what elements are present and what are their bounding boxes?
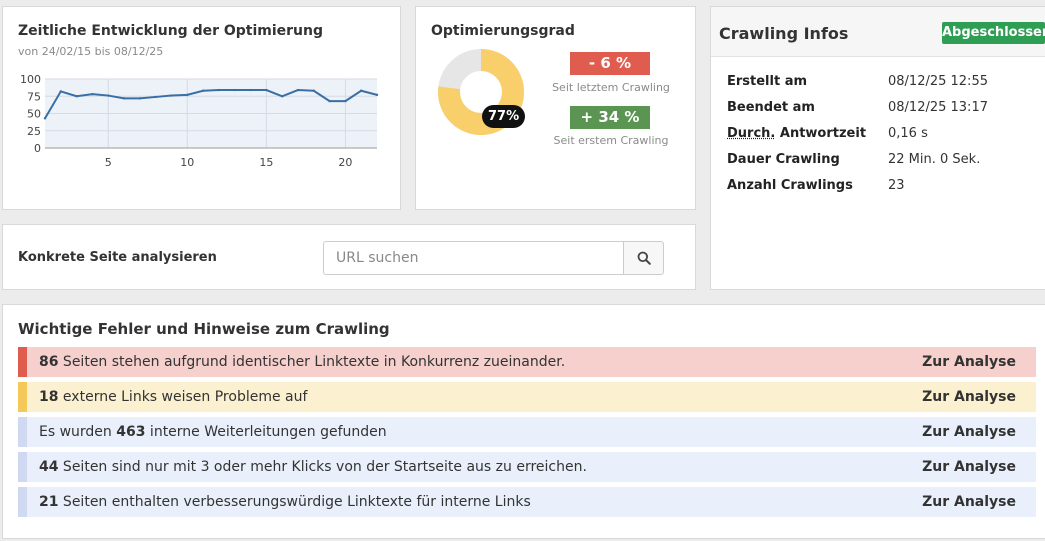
data-point [91, 92, 94, 96]
data-point [344, 99, 347, 103]
issue-count: 86 [39, 354, 59, 370]
data-point [107, 94, 110, 97]
issue-row: 44 Seiten sind nur mit 3 oder mehr Klick… [18, 452, 1036, 482]
issue-text-post: Seiten stehen aufgrund identischer Linkt… [58, 354, 566, 370]
data-point [280, 95, 284, 98]
issue-count: 44 [39, 459, 59, 475]
issue-row: Es wurden 463 interne Weiterleitungen ge… [18, 417, 1036, 447]
data-point [43, 117, 47, 120]
info-value: 08/12/25 13:17 [888, 100, 988, 115]
info-value: 23 [888, 178, 905, 193]
issue-text: 21 Seiten enthalten verbesserungswürdige… [39, 487, 531, 517]
issues-title: Wichtige Fehler und Hinweise zum Crawlin… [18, 320, 390, 338]
data-point [249, 88, 252, 92]
delta-first-badge: + 34 % [570, 106, 650, 129]
info-value: 08/12/25 12:55 [888, 74, 988, 89]
info-key: Dauer Crawling [727, 152, 840, 167]
issue-row: 18 externe Links weisen Probleme auf Zur… [18, 382, 1036, 412]
data-point [154, 95, 157, 99]
data-point [328, 99, 331, 103]
data-point [265, 88, 268, 92]
chart-date-range: von 24/02/15 bis 08/12/25 [18, 45, 164, 58]
analysis-link[interactable]: Zur Analyse [922, 354, 1016, 370]
search-button[interactable] [623, 241, 664, 275]
data-point [201, 89, 205, 92]
issue-text: 86 Seiten stehen aufgrund identischer Li… [39, 347, 565, 377]
delta-first-caption: Seit erstem Crawling [553, 134, 669, 147]
x-tick-label: 20 [338, 156, 352, 169]
info-key: Erstellt am [727, 74, 808, 89]
issue-text-post: interne Weiterleitungen gefunden [145, 424, 387, 440]
info-key: Durch. Antwortzeit [727, 126, 897, 141]
page-analysis-card: Konkrete Seite analysieren [2, 224, 696, 290]
issue-count: 21 [39, 494, 59, 510]
info-value: 0,16 s [888, 126, 928, 141]
grade-donut-chart [438, 49, 524, 135]
crawling-info-title: Crawling Infos [719, 24, 849, 43]
analysis-link[interactable]: Zur Analyse [922, 494, 1016, 510]
crawling-info-header: Crawling Infos Abgeschlossen [711, 7, 1045, 57]
info-key-rest: Antwortzeit [775, 126, 867, 141]
issue-count: 463 [116, 424, 146, 440]
info-key: Beendet am [727, 100, 815, 115]
y-tick-label: 100 [20, 73, 41, 86]
analysis-link[interactable]: Zur Analyse [922, 389, 1016, 405]
data-point [75, 95, 78, 98]
data-point [138, 97, 142, 100]
y-tick-label: 0 [34, 142, 41, 155]
data-point [59, 90, 63, 93]
series-line [44, 89, 378, 119]
x-tick-label: 15 [259, 156, 273, 169]
data-point [170, 94, 173, 97]
data-point [359, 89, 363, 92]
crawling-info-card: Crawling Infos Abgeschlossen Erstellt am… [710, 6, 1045, 290]
page-analysis-label: Konkrete Seite analysieren [18, 250, 217, 265]
issue-text-post: Seiten enthalten verbesserungswürdige Li… [58, 494, 531, 510]
data-point [233, 88, 236, 92]
optimization-line-chart: 0 25 50 75 100 5 10 15 20 [20, 73, 379, 169]
donut-fill [438, 49, 524, 135]
optimization-trend-card: Zeitliche Entwicklung der Optimierung vo… [2, 6, 401, 210]
data-point [217, 88, 221, 92]
y-tick-label: 25 [27, 125, 41, 138]
info-key: Anzahl Crawlings [727, 178, 853, 193]
chart-title: Zeitliche Entwicklung der Optimierung [18, 23, 324, 39]
issue-row: 21 Seiten enthalten verbesserungswürdige… [18, 487, 1036, 517]
data-point [122, 97, 126, 100]
x-tick-label: 10 [180, 156, 194, 169]
analysis-link[interactable]: Zur Analyse [922, 424, 1016, 440]
url-search-input[interactable] [323, 241, 624, 275]
info-value: 22 Min. 0 Sek. [888, 152, 981, 167]
delta-last-caption: Seit letztem Crawling [552, 81, 670, 94]
y-tick-label: 75 [27, 90, 41, 103]
issue-text: 18 externe Links weisen Probleme auf [39, 382, 307, 412]
optimization-grade-card: Optimierungsgrad 77% - 6 % Seit letztem … [415, 6, 696, 210]
crawl-issues-card: Wichtige Fehler und Hinweise zum Crawlin… [2, 304, 1045, 539]
issue-text-pre: Es wurden [39, 424, 117, 440]
delta-last-badge: - 6 % [570, 52, 650, 75]
issue-row: 86 Seiten stehen aufgrund identischer Li… [18, 347, 1036, 377]
analysis-link[interactable]: Zur Analyse [922, 459, 1016, 475]
issue-text: 44 Seiten sind nur mit 3 oder mehr Klick… [39, 452, 587, 482]
search-icon [637, 251, 651, 265]
data-point [375, 93, 379, 97]
info-key-abbreviation[interactable]: Durch. [727, 126, 776, 141]
data-point [312, 89, 315, 92]
issue-text-post: Seiten sind nur mit 3 oder mehr Klicks v… [58, 459, 587, 475]
y-tick-label: 50 [27, 108, 41, 121]
data-point [186, 93, 189, 97]
issue-count: 18 [39, 389, 59, 405]
x-tick-label: 5 [105, 156, 112, 169]
grade-percent-badge: 77% [482, 105, 526, 128]
grade-title: Optimierungsgrad [431, 23, 575, 39]
data-point [296, 88, 300, 92]
issue-text-post: externe Links weisen Probleme auf [58, 389, 308, 405]
status-badge: Abgeschlossen [942, 22, 1045, 44]
issue-text: Es wurden 463 interne Weiterleitungen ge… [39, 417, 387, 447]
